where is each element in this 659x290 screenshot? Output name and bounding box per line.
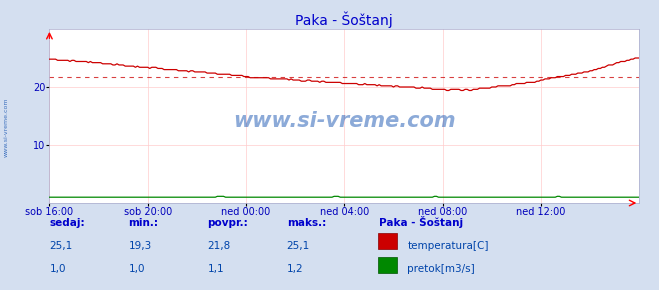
Text: 25,1: 25,1 (287, 241, 310, 251)
Text: 19,3: 19,3 (129, 241, 152, 251)
Text: min.:: min.: (129, 218, 159, 228)
Text: 1,0: 1,0 (49, 264, 66, 274)
Text: sedaj:: sedaj: (49, 218, 85, 228)
Text: temperatura[C]: temperatura[C] (407, 241, 489, 251)
Text: 1,1: 1,1 (208, 264, 224, 274)
Text: 25,1: 25,1 (49, 241, 72, 251)
Text: 21,8: 21,8 (208, 241, 231, 251)
Text: Paka - Šoštanj: Paka - Šoštanj (379, 216, 463, 228)
Text: 1,0: 1,0 (129, 264, 145, 274)
Text: pretok[m3/s]: pretok[m3/s] (407, 264, 475, 274)
Title: Paka - Šoštanj: Paka - Šoštanj (295, 11, 393, 28)
Text: 1,2: 1,2 (287, 264, 303, 274)
Text: www.si-vreme.com: www.si-vreme.com (4, 98, 9, 157)
Text: www.si-vreme.com: www.si-vreme.com (233, 111, 455, 131)
Text: maks.:: maks.: (287, 218, 326, 228)
Text: povpr.:: povpr.: (208, 218, 248, 228)
